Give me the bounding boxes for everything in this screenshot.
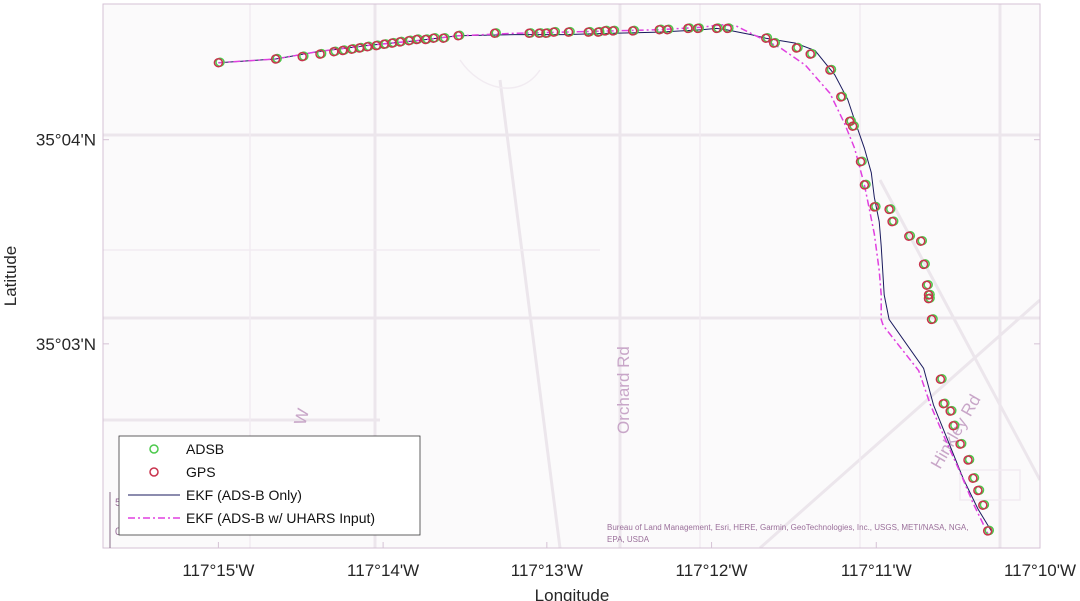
gps-point [297, 51, 307, 62]
gps-point [683, 23, 693, 34]
ekf-uhars-line [218, 24, 989, 534]
gps-point [270, 54, 281, 64]
gps-point [791, 43, 802, 53]
gps-point [548, 27, 559, 37]
legend-gps-label: GPS [186, 464, 216, 480]
gps-point [859, 180, 870, 190]
gps-point [593, 27, 603, 37]
map-road [459, 59, 541, 89]
axes-box [102, 3, 1041, 549]
gps-point [768, 38, 779, 48]
gps-point [627, 26, 638, 36]
road-label-orchard: Orchard Rd [614, 346, 633, 434]
x-tick-label: 117°13'W [511, 561, 583, 580]
x-tick-label: 117°14'W [347, 561, 419, 580]
gps-point [938, 398, 949, 409]
gps-point [711, 23, 722, 34]
gps-point [692, 23, 703, 34]
gps-point [968, 473, 978, 484]
gps-point [887, 216, 897, 227]
gps-point [904, 231, 914, 242]
x-tick-label: 117°10'W [1004, 561, 1076, 580]
x-tick-label: 117°15'W [182, 561, 254, 580]
gps-point [761, 33, 771, 43]
gps-point [411, 34, 422, 45]
x-axis-label: Longitude [535, 586, 610, 601]
x-tick-label: 117°12'W [676, 561, 748, 580]
gps-point [329, 46, 339, 57]
gps-point [722, 23, 733, 34]
legend-adsb-label: ADSB [186, 441, 224, 457]
x-tick-label: 117°11'W [841, 561, 912, 580]
gps-point [915, 236, 926, 246]
map-road [959, 469, 1021, 501]
gps-point [534, 28, 544, 39]
tick-layer: 117°15'W 117°14'W 117°13'W 117°12'W 117°11'W… [36, 131, 1076, 580]
map-road [878, 179, 1040, 481]
gps-point [978, 500, 988, 510]
gps-point [836, 92, 846, 102]
y-tick-label: 35°04'N [36, 131, 96, 150]
gps-point [982, 526, 993, 536]
gps-point [963, 455, 973, 465]
gps-point [844, 116, 855, 127]
gps-point [662, 24, 672, 35]
gps-point [955, 439, 965, 449]
gps-point [428, 33, 439, 43]
gps-point [315, 49, 325, 59]
gps-point [453, 31, 463, 41]
gps-point [855, 156, 866, 167]
gps-point [926, 314, 937, 325]
road-label-w: W [291, 407, 314, 427]
map-road [759, 298, 1040, 548]
gps-point [524, 28, 534, 39]
gps-point [438, 33, 449, 43]
gps-point [869, 202, 880, 212]
gps-point [948, 421, 958, 431]
gps-point [489, 28, 500, 39]
gps-point [362, 42, 373, 52]
gps-point [847, 121, 858, 131]
gps-point [825, 65, 835, 75]
gps-point [921, 280, 932, 290]
gps-point [395, 37, 405, 47]
gps-point [337, 45, 348, 56]
gps-point [563, 27, 574, 37]
legend-adsb-marker [149, 444, 159, 454]
gps-point [945, 406, 955, 416]
gps-point [805, 49, 815, 59]
map-attribution-line-1: Bureau of Land Management, Esri, HERE, G… [607, 523, 968, 532]
y-axis-label: Latitude [1, 246, 20, 307]
scale-bar-top-label: 5 [115, 497, 121, 509]
gps-point [973, 485, 983, 496]
gps-point [608, 26, 618, 36]
gps-point [935, 374, 946, 385]
legend-ekf-adsb-label: EKF (ADS-B Only) [186, 487, 302, 503]
legend-gps-marker [149, 467, 159, 477]
gps-point [923, 290, 934, 300]
map-road [498, 79, 562, 548]
gps-point [918, 259, 929, 270]
gps-point [923, 293, 934, 304]
gps-point [884, 204, 894, 215]
gps-point [213, 57, 224, 68]
legend: ADSB GPS EKF (ADS-B Only) EKF (ADS-B w/ … [118, 435, 421, 536]
data-layer [213, 23, 995, 536]
gps-point [583, 27, 594, 37]
map-attribution-line-2: EPA, USDA [607, 535, 650, 544]
legend-ekf-uhars-label: EKF (ADS-B w/ UHARS Input) [186, 510, 375, 526]
y-tick-label: 35°03'N [36, 335, 96, 354]
